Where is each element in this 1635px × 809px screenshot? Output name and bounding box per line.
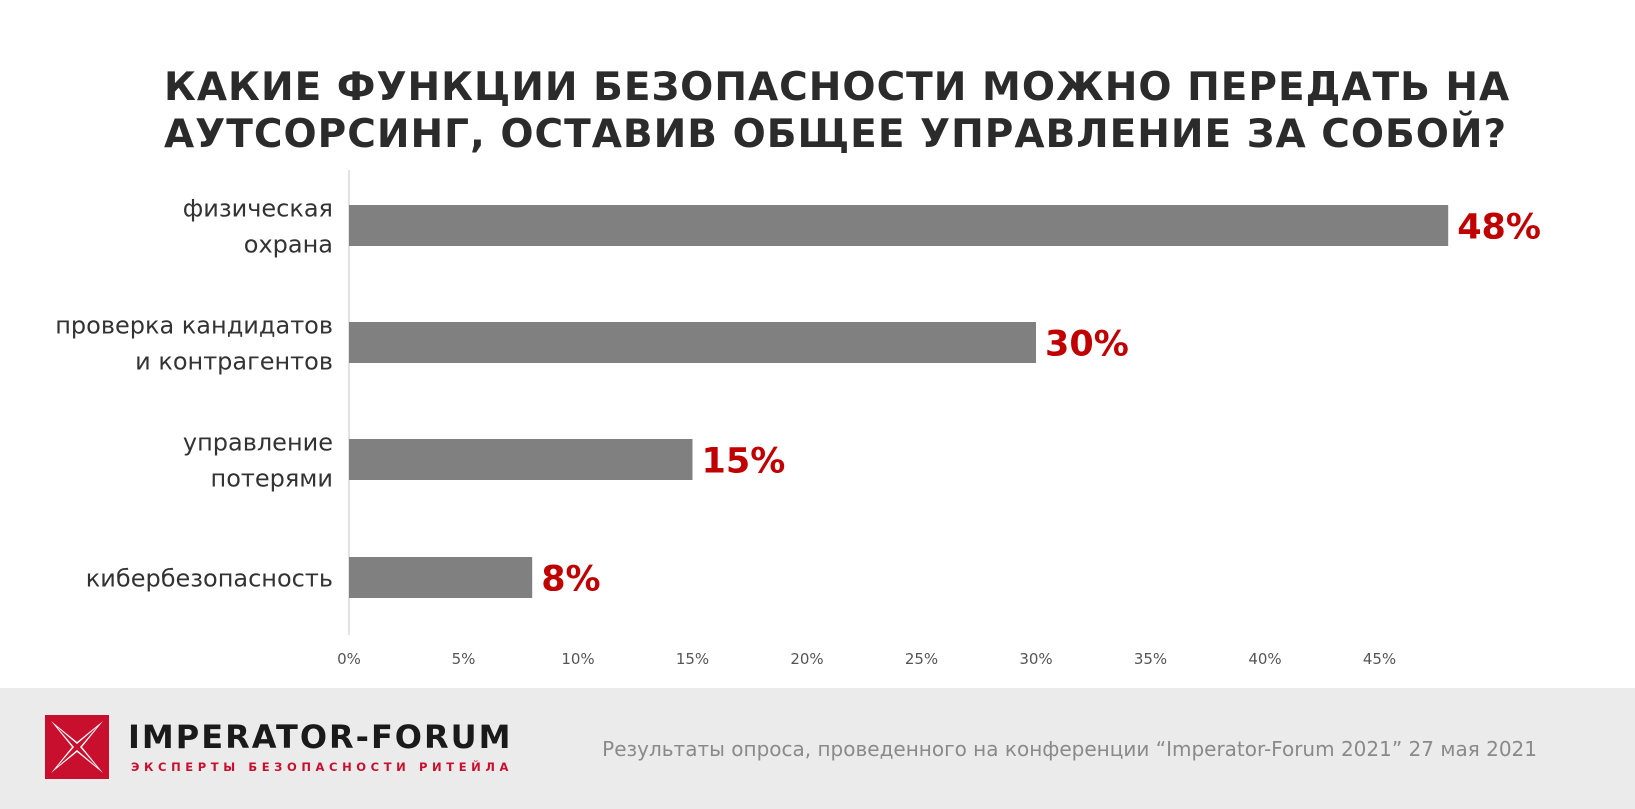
chart-title-line-1: КАКИЕ ФУНКЦИИ БЕЗОПАСНОСТИ МОЖНО ПЕРЕДАТ… <box>164 65 1511 110</box>
bar-3 <box>349 557 533 598</box>
x-cross-logo-icon <box>45 715 109 779</box>
category-label-3-line-0: кибербезопасность <box>86 565 333 593</box>
x-tick-label-9: 45% <box>1363 650 1396 668</box>
x-tick-label-8: 40% <box>1248 650 1281 668</box>
chart-title: КАКИЕ ФУНКЦИИ БЕЗОПАСНОСТИ МОЖНО ПЕРЕДАТ… <box>164 64 1564 158</box>
category-label-1-line-0: проверка кандидатов <box>55 312 333 340</box>
x-tick-label-1: 5% <box>452 650 476 668</box>
category-label-2-line-1: потерями <box>211 465 334 493</box>
category-label-1: проверка кандидатов и контрагентов <box>55 312 333 376</box>
x-tick-label-6: 30% <box>1019 650 1052 668</box>
bar-value-label-1: 30% <box>1045 325 1129 365</box>
x-tick-label-3: 15% <box>676 650 709 668</box>
x-tick-label-7: 35% <box>1134 650 1167 668</box>
category-label-0: физическая охрана <box>183 195 333 259</box>
bar-0 <box>349 205 1449 246</box>
category-label-1-line-1: и контрагентов <box>135 348 333 376</box>
survey-source-note: Результаты опроса, проведенного на конфе… <box>602 737 1537 761</box>
footer: IMPERATOR-FORUM ЭКСПЕРТЫ БЕЗОПАСНОСТИ РИ… <box>0 688 1635 809</box>
bar-2 <box>349 439 693 480</box>
x-tick-label-4: 20% <box>790 650 823 668</box>
category-label-0-line-0: физическая <box>183 195 333 223</box>
chart-title-line-2: АУТСОРСИНГ, ОСТАВИВ ОБЩЕЕ УПРАВЛЕНИЕ ЗА … <box>164 112 1508 157</box>
x-tick-label-0: 0% <box>337 650 361 668</box>
bar-value-label-2: 15% <box>702 442 786 482</box>
category-label-0-line-1: охрана <box>244 231 333 259</box>
bar-value-label-3: 8% <box>541 560 600 600</box>
bar-1 <box>349 322 1036 363</box>
brand-tagline: ЭКСПЕРТЫ БЕЗОПАСНОСТИ РИТЕЙЛА <box>131 760 514 774</box>
category-label-2-line-0: управление <box>183 429 333 457</box>
bar-value-label-0: 48% <box>1457 208 1541 248</box>
brand-name: IMPERATOR-FORUM <box>128 718 513 756</box>
category-label-2: управление потерями <box>183 429 333 493</box>
bar-chart: 48% физическая охрана 30% проверка кандидато… <box>55 170 1541 668</box>
x-tick-label-5: 25% <box>905 650 938 668</box>
x-tick-label-2: 10% <box>561 650 594 668</box>
category-label-3: кибербезопасность <box>86 565 333 593</box>
